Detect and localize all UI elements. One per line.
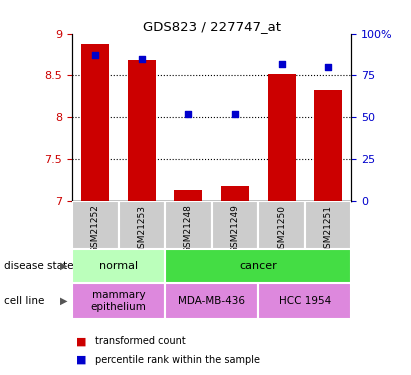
Text: GSM21252: GSM21252 — [91, 204, 100, 254]
Text: GSM21253: GSM21253 — [137, 204, 146, 254]
Bar — [81, 44, 109, 201]
Text: HCC 1954: HCC 1954 — [279, 296, 331, 306]
Text: disease state: disease state — [4, 261, 74, 271]
Bar — [72, 283, 165, 319]
Point — [232, 111, 238, 117]
Bar — [118, 201, 165, 249]
Point — [185, 111, 192, 117]
Point — [325, 64, 331, 70]
Text: ■: ■ — [76, 336, 87, 346]
Text: transformed count: transformed count — [95, 336, 185, 346]
Point — [278, 61, 285, 67]
Text: ■: ■ — [76, 355, 87, 365]
Text: GSM21251: GSM21251 — [323, 204, 332, 254]
Bar — [165, 249, 351, 283]
Bar — [268, 74, 296, 201]
Bar — [314, 90, 342, 201]
Bar — [165, 283, 258, 319]
Text: cell line: cell line — [4, 296, 44, 306]
Bar — [212, 201, 258, 249]
Text: GSM21250: GSM21250 — [277, 204, 286, 254]
Text: percentile rank within the sample: percentile rank within the sample — [95, 355, 259, 365]
Text: mammary
epithelium: mammary epithelium — [90, 290, 146, 312]
Bar — [258, 283, 351, 319]
Text: cancer: cancer — [239, 261, 277, 271]
Bar — [174, 190, 202, 201]
Text: normal: normal — [99, 261, 138, 271]
Bar — [305, 201, 351, 249]
Text: GSM21249: GSM21249 — [231, 204, 240, 254]
Point — [92, 53, 99, 58]
Bar — [72, 249, 165, 283]
Text: ▶: ▶ — [60, 261, 67, 271]
Text: MDA-MB-436: MDA-MB-436 — [178, 296, 245, 306]
Bar — [165, 201, 212, 249]
Bar — [221, 186, 249, 201]
Bar — [128, 60, 156, 201]
Bar — [72, 201, 118, 249]
Title: GDS823 / 227747_at: GDS823 / 227747_at — [143, 20, 281, 33]
Point — [139, 56, 145, 62]
Text: GSM21248: GSM21248 — [184, 204, 193, 254]
Text: ▶: ▶ — [60, 296, 67, 306]
Bar — [258, 201, 305, 249]
